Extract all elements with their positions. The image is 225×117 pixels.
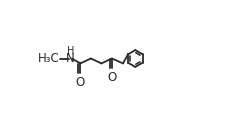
Text: O: O <box>76 76 85 89</box>
Text: H: H <box>67 46 74 56</box>
Text: H₃C: H₃C <box>38 52 60 65</box>
Text: N: N <box>66 52 75 65</box>
Text: O: O <box>107 71 117 84</box>
